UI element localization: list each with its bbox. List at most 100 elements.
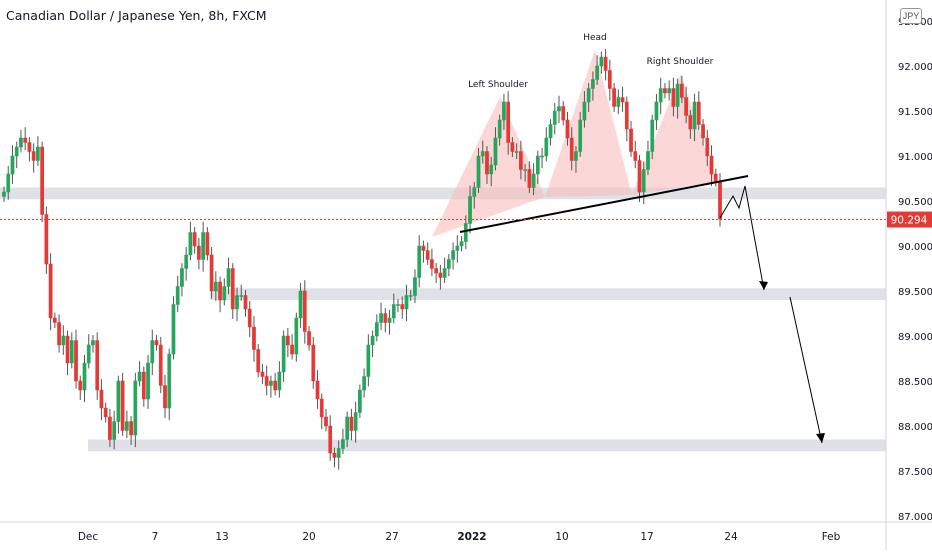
candle-body bbox=[616, 97, 621, 107]
candle-body bbox=[6, 173, 11, 193]
x-tick-label: 27 bbox=[385, 531, 398, 543]
candle-body bbox=[370, 335, 375, 346]
candle bbox=[607, 59, 612, 101]
candle bbox=[14, 141, 19, 169]
candle-body bbox=[383, 313, 388, 323]
candle bbox=[713, 168, 718, 187]
candle bbox=[260, 363, 265, 385]
candle bbox=[129, 416, 133, 445]
candle-body bbox=[277, 371, 282, 391]
candle-body bbox=[23, 137, 28, 143]
candle-body bbox=[667, 88, 672, 94]
candle-body bbox=[197, 245, 201, 260]
candle-body bbox=[591, 79, 595, 89]
candle bbox=[137, 361, 142, 387]
y-tick-label: 87.500 bbox=[898, 467, 932, 478]
candle-body bbox=[548, 124, 553, 139]
candle-body bbox=[396, 304, 400, 306]
candle bbox=[493, 127, 498, 171]
candle-body bbox=[569, 137, 574, 161]
candle bbox=[658, 77, 663, 115]
candle bbox=[141, 366, 146, 407]
projection-path bbox=[719, 185, 765, 291]
candle bbox=[315, 370, 320, 409]
x-tick-label: 17 bbox=[640, 531, 653, 543]
candle-body bbox=[362, 376, 366, 391]
candle-body bbox=[150, 340, 155, 364]
candle bbox=[574, 146, 578, 173]
candle-body bbox=[82, 362, 87, 391]
candle-body bbox=[540, 155, 544, 158]
candle-body bbox=[163, 385, 167, 409]
y-tick-label: 92.000 bbox=[898, 62, 932, 73]
candle-body bbox=[256, 349, 261, 373]
candle-body bbox=[116, 380, 121, 422]
candle bbox=[307, 326, 311, 351]
candle-body bbox=[374, 322, 379, 337]
candle bbox=[171, 296, 176, 360]
candle-body bbox=[387, 317, 392, 323]
candle-body bbox=[129, 421, 133, 436]
y-tick-label: 90.000 bbox=[898, 242, 932, 253]
x-tick-label: 10 bbox=[555, 531, 568, 543]
candle bbox=[438, 264, 443, 290]
candle bbox=[302, 280, 307, 344]
target-arrow-line bbox=[789, 296, 823, 444]
candle-body bbox=[243, 295, 248, 310]
candle bbox=[150, 329, 155, 376]
candle bbox=[569, 127, 574, 171]
candle-body bbox=[451, 250, 455, 260]
candle bbox=[213, 271, 218, 301]
candle bbox=[650, 114, 655, 160]
candle bbox=[637, 155, 642, 202]
candle bbox=[209, 246, 214, 299]
candle-body bbox=[641, 169, 646, 193]
candle bbox=[459, 236, 464, 252]
candle bbox=[705, 129, 710, 166]
candle-body bbox=[269, 380, 273, 386]
candle-body bbox=[120, 380, 125, 431]
candle bbox=[86, 334, 91, 369]
candle bbox=[425, 242, 430, 265]
candle bbox=[349, 408, 354, 441]
candle bbox=[557, 95, 561, 124]
pattern-label: Head bbox=[583, 33, 607, 43]
candle bbox=[103, 402, 108, 423]
candle bbox=[252, 316, 256, 362]
candle-body bbox=[582, 101, 587, 121]
candle bbox=[535, 150, 540, 184]
candle bbox=[277, 361, 282, 398]
candle bbox=[421, 240, 426, 263]
candle bbox=[175, 275, 180, 313]
candle bbox=[485, 146, 489, 184]
candle bbox=[61, 325, 66, 355]
candle bbox=[184, 246, 189, 281]
candle bbox=[133, 372, 138, 448]
candle bbox=[489, 156, 494, 187]
candle-body bbox=[358, 389, 362, 413]
candle-body bbox=[442, 268, 447, 278]
currency-badge[interactable]: JPY bbox=[900, 8, 922, 24]
candle-body bbox=[552, 110, 557, 125]
candle bbox=[709, 145, 714, 187]
candle-body bbox=[599, 56, 604, 67]
candle-body bbox=[379, 313, 383, 323]
candle-body bbox=[336, 448, 341, 458]
candle-body bbox=[629, 128, 633, 152]
candle-body bbox=[307, 331, 311, 346]
candle-body bbox=[561, 106, 566, 121]
candle bbox=[328, 415, 333, 461]
candle-body bbox=[247, 308, 252, 328]
candle bbox=[620, 86, 625, 112]
candle bbox=[463, 215, 468, 250]
candle bbox=[548, 119, 553, 146]
candle-body bbox=[48, 263, 53, 319]
candle bbox=[404, 284, 409, 322]
candle bbox=[447, 254, 451, 277]
candle bbox=[692, 93, 697, 142]
candle-body bbox=[86, 344, 91, 364]
candle bbox=[578, 111, 583, 157]
pattern-label: Right Shoulder bbox=[647, 57, 714, 67]
